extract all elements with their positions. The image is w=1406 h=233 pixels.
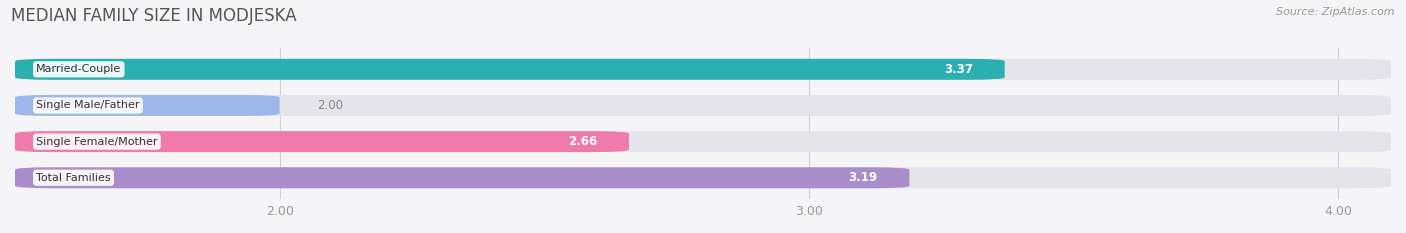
FancyBboxPatch shape: [15, 59, 1391, 80]
Text: 2.00: 2.00: [316, 99, 343, 112]
Text: Married-Couple: Married-Couple: [37, 64, 121, 74]
Text: 3.19: 3.19: [849, 171, 877, 184]
FancyBboxPatch shape: [15, 131, 1391, 152]
Text: Source: ZipAtlas.com: Source: ZipAtlas.com: [1277, 7, 1395, 17]
FancyBboxPatch shape: [15, 167, 910, 188]
FancyBboxPatch shape: [15, 95, 1391, 116]
FancyBboxPatch shape: [15, 59, 1005, 80]
Text: MEDIAN FAMILY SIZE IN MODJESKA: MEDIAN FAMILY SIZE IN MODJESKA: [11, 7, 297, 25]
FancyBboxPatch shape: [15, 167, 1391, 188]
Text: 2.66: 2.66: [568, 135, 598, 148]
FancyBboxPatch shape: [15, 131, 628, 152]
Text: 3.37: 3.37: [943, 63, 973, 76]
Text: Total Families: Total Families: [37, 173, 111, 183]
Text: Single Female/Mother: Single Female/Mother: [37, 137, 157, 147]
Text: Single Male/Father: Single Male/Father: [37, 100, 139, 110]
FancyBboxPatch shape: [15, 95, 280, 116]
